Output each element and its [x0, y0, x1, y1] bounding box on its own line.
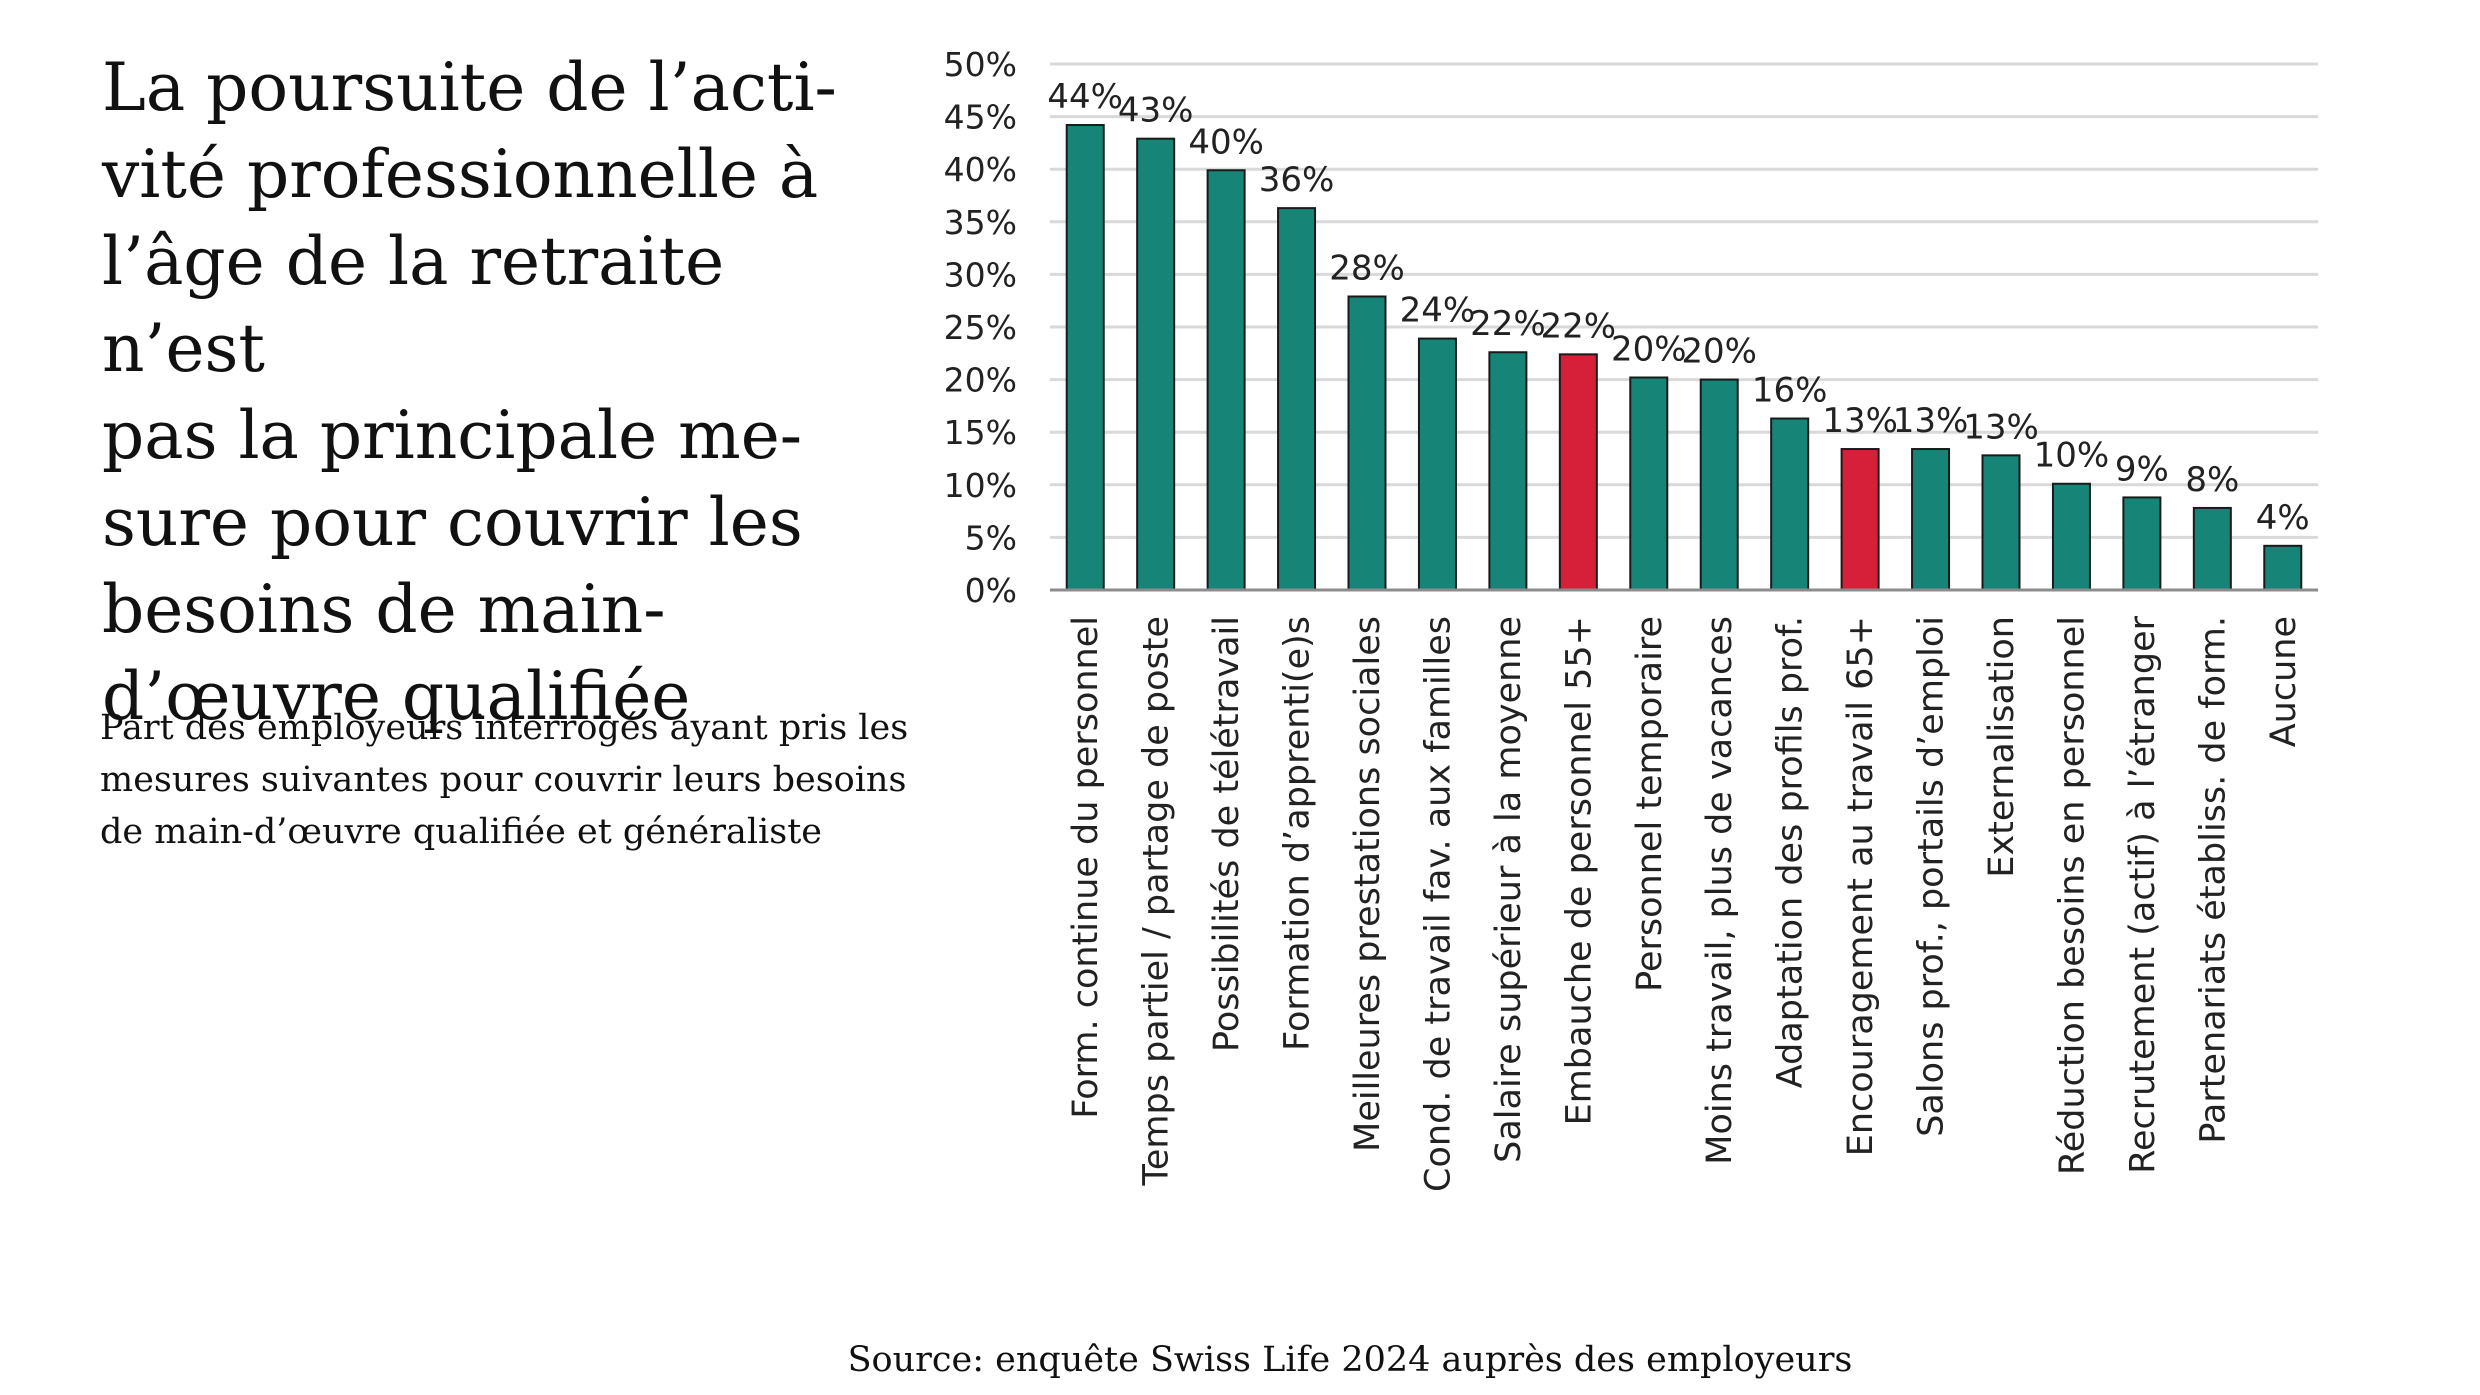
data-label: 43%: [1118, 91, 1194, 131]
bar: [1347, 295, 1387, 591]
y-tick-label: 20%: [944, 361, 1017, 400]
x-tick-label: Form. continue du personnel: [1066, 616, 1106, 1119]
bar: [1277, 207, 1317, 591]
bar: [1699, 378, 1739, 591]
y-tick-label: 5%: [965, 518, 1017, 557]
data-label: 13%: [1963, 407, 2039, 447]
x-tick-label: Possibilités de télétravail: [1207, 616, 1247, 1052]
bar: [1136, 137, 1176, 592]
x-tick-label: Cond. de travail fav. aux familles: [1418, 616, 1458, 1192]
data-label: 22%: [1541, 306, 1617, 346]
x-tick-label: Personnel temporaire: [1630, 616, 1670, 992]
bar: [1629, 376, 1669, 591]
x-tick-label: Salaire supérieur à la moyenne: [1489, 616, 1529, 1163]
chart-title: La poursuite de l’acti- vité professionn…: [102, 49, 837, 735]
y-tick-label: 15%: [944, 413, 1017, 452]
data-label: 13%: [1893, 401, 1969, 441]
x-tick-label: Moins travail, plus de vacances: [1700, 616, 1740, 1165]
x-tick-label: Temps partiel / partage de poste: [1137, 616, 1177, 1187]
data-label: 44%: [1047, 77, 1123, 117]
data-label: 22%: [1470, 304, 1546, 344]
bar: [1558, 353, 1598, 591]
data-label: 20%: [1611, 329, 1687, 369]
x-tick-label: Salons prof., portails d’emploi: [1912, 616, 1952, 1137]
bar: [2263, 544, 2303, 591]
bar: [1488, 351, 1528, 591]
x-tick-label: Externalisation: [1982, 616, 2022, 878]
data-label: 8%: [2185, 460, 2239, 500]
data-label: 16%: [1752, 371, 1828, 411]
bar: [2051, 482, 2091, 591]
bar: [2122, 496, 2162, 592]
data-label: 10%: [2034, 436, 2110, 476]
bar: [1770, 417, 1810, 591]
x-tick-label: Adaptation des profils prof.: [1771, 616, 1811, 1088]
y-tick-label: 40%: [944, 150, 1017, 189]
data-label: 24%: [1400, 291, 1476, 331]
data-label: 9%: [2115, 449, 2169, 489]
data-label: 28%: [1329, 248, 1405, 288]
y-tick-label: 50%: [944, 45, 1017, 84]
y-tick-label: 35%: [944, 203, 1017, 242]
x-tick-label: Meilleures prestations sociales: [1348, 616, 1388, 1152]
x-tick-label: Réduction besoins en personnel: [2052, 616, 2092, 1175]
y-tick-label: 0%: [965, 571, 1017, 610]
y-tick-label: 30%: [944, 255, 1017, 294]
data-label: 40%: [1188, 122, 1264, 162]
x-tick-label: Encouragement au travail 65+: [1841, 616, 1881, 1156]
chart-subtitle: Part des employeurs interrogés ayant pri…: [100, 708, 909, 852]
bar: [1206, 169, 1246, 591]
data-label: 4%: [2256, 498, 2310, 538]
x-tick-label: Formation d’apprenti(e)s: [1278, 616, 1318, 1051]
x-tick-label: Embauche de personnel 55+: [1559, 616, 1599, 1125]
source-note: Source: enquête Swiss Life 2024 auprès d…: [847, 1340, 1853, 1380]
data-label: 20%: [1681, 332, 1757, 372]
bar: [1981, 454, 2021, 591]
bar: [1065, 124, 1105, 592]
data-label: 36%: [1259, 160, 1335, 200]
data-label: 13%: [1822, 401, 1898, 441]
y-tick-label: 25%: [944, 308, 1017, 347]
x-tick-label: Aucune: [2264, 616, 2304, 747]
y-tick-label: 45%: [944, 98, 1017, 137]
x-tick-label: Partenariats établiss. de form.: [2193, 616, 2233, 1144]
bar: [1911, 448, 1951, 592]
x-tick-label: Recrutement (actif) à l’étranger: [2123, 615, 2163, 1173]
y-tick-label: 10%: [944, 466, 1017, 505]
bar: [1417, 337, 1457, 591]
bar: [1840, 448, 1880, 592]
bar: [2192, 506, 2232, 591]
